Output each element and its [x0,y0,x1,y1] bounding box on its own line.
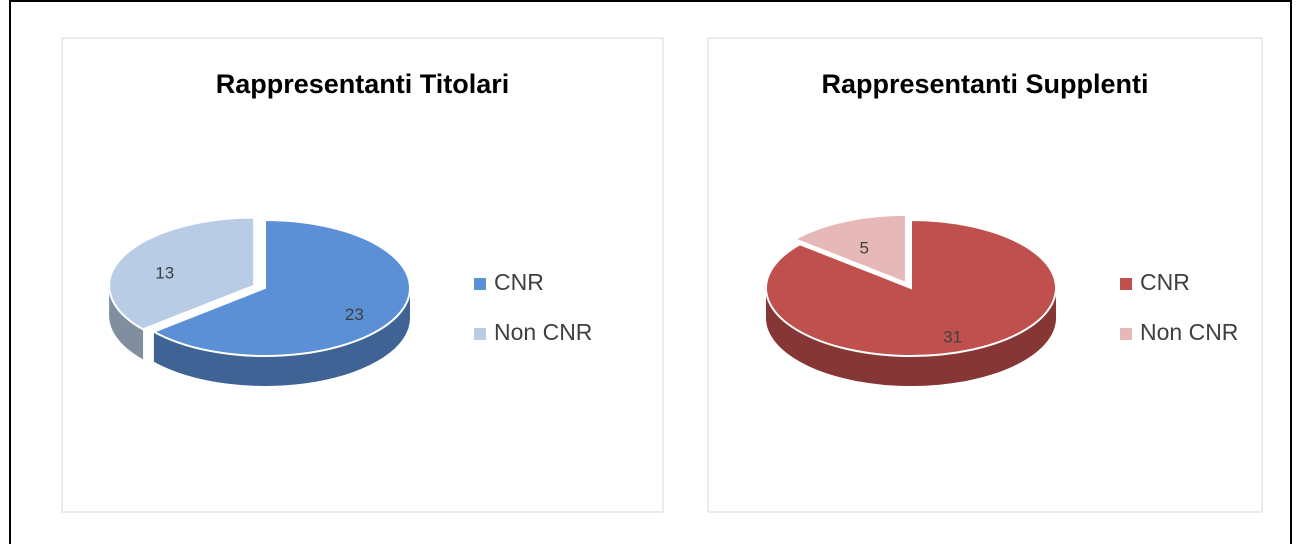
slice-side [109,285,144,360]
data-label: 5 [860,238,869,257]
legend-swatch [1120,278,1132,290]
chart-title: Rappresentanti Titolari [216,69,510,99]
legend-label: Non CNR [1140,319,1238,345]
legend-swatch [1120,328,1132,340]
slice-shade [153,288,410,387]
slice-side [153,288,410,387]
legend-swatch [474,278,486,290]
slice-side [766,288,1056,386]
slice [765,218,1057,357]
legend-swatch [474,328,486,340]
legend-label: CNR [494,269,544,295]
data-label: 31 [943,327,962,346]
legend-label: CNR [1140,269,1190,295]
chart-title: Rappresentanti Supplenti [821,69,1148,99]
slice [792,213,907,285]
slice-shade [109,285,144,360]
legend-label: Non CNR [494,319,592,345]
data-label: 23 [345,305,364,324]
slice-shade [766,288,1056,386]
data-label: 13 [155,264,174,283]
slice [151,218,411,357]
slice [108,216,256,331]
